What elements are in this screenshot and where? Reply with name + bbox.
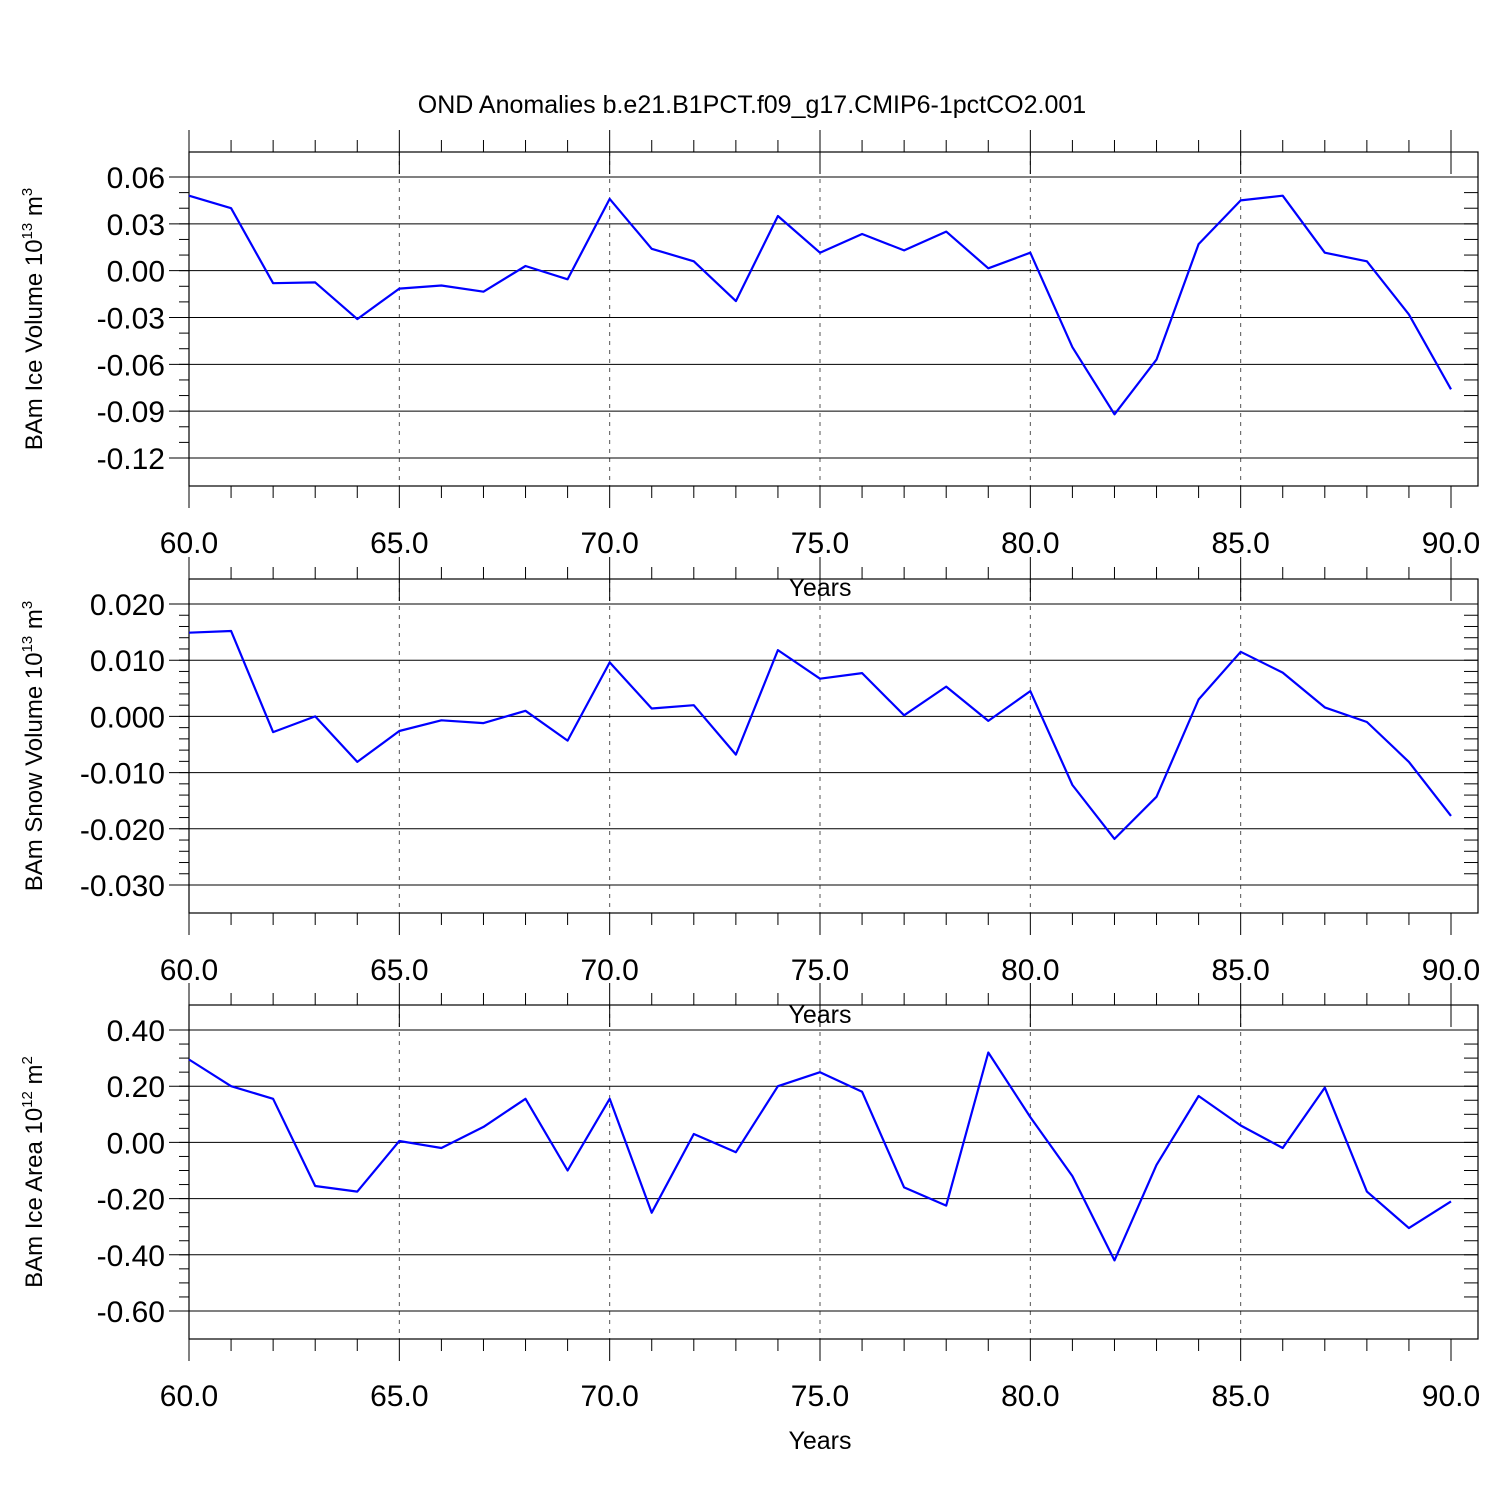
x-tick-label: 85.0 [1211, 1380, 1269, 1413]
y-tick-label: -0.030 [80, 870, 165, 903]
x-tick-label: 70.0 [580, 527, 638, 560]
y-tick-label: 0.40 [107, 1015, 165, 1048]
y-axis-label-unit: m [21, 609, 48, 636]
x-tick-label: 90.0 [1422, 1380, 1480, 1413]
y-axis-label-unit-exponent: 3 [19, 601, 36, 609]
x-tick-label: 65.0 [370, 954, 428, 987]
y-tick-label: -0.12 [97, 443, 165, 476]
y-tick-label: 0.010 [90, 645, 165, 678]
y-axis-label-text: BAm Ice Area 10 [21, 1108, 48, 1288]
y-tick-label: -0.40 [97, 1240, 165, 1273]
x-tick-label: 75.0 [791, 954, 849, 987]
y-axis-label-exponent: 13 [19, 223, 36, 240]
x-tick-label: 85.0 [1211, 527, 1269, 560]
y-tick-label: -0.010 [80, 758, 165, 791]
x-tick-label: 85.0 [1211, 954, 1269, 987]
y-axis-label-text: BAm Snow Volume 10 [21, 652, 48, 891]
y-axis-label-unit: m [21, 196, 48, 223]
x-axis-label: Years [788, 1427, 851, 1455]
x-tick-label: 70.0 [580, 1380, 638, 1413]
y-tick-label: -0.020 [80, 814, 165, 847]
y-tick-label: -0.06 [97, 349, 165, 382]
y-tick-label: -0.60 [97, 1296, 165, 1329]
x-tick-label: 80.0 [1001, 1380, 1059, 1413]
y-tick-label: 0.00 [107, 256, 165, 289]
x-tick-label: 90.0 [1422, 527, 1480, 560]
plot-frame [189, 1005, 1478, 1339]
y-axis-label-exponent: 12 [19, 1091, 36, 1108]
x-tick-label: 90.0 [1422, 954, 1480, 987]
y-axis-label-unit: m [21, 1064, 48, 1091]
y-tick-label: 0.03 [107, 209, 165, 242]
y-tick-label: -0.03 [97, 303, 165, 336]
y-axis-label: BAm Ice Volume 1013 m3 [19, 188, 48, 450]
x-tick-label: 60.0 [160, 1380, 218, 1413]
x-tick-label: 70.0 [580, 954, 638, 987]
y-axis-label-exponent: 13 [19, 636, 36, 653]
x-tick-label: 60.0 [160, 527, 218, 560]
y-tick-label: 0.20 [107, 1071, 165, 1104]
panel-1: -0.12 -0.09 -0.06 -0.03 0.00 0.03 0.06 60.0 65.0… [19, 130, 1480, 602]
y-tick-label: 0.000 [90, 701, 165, 734]
y-tick-label: 0.00 [107, 1127, 165, 1160]
series-line [189, 1053, 1451, 1261]
y-tick-label: 0.020 [90, 589, 165, 622]
x-tick-label: 60.0 [160, 954, 218, 987]
y-axis-label-text: BAm Ice Volume 10 [21, 239, 48, 450]
x-tick-label: 80.0 [1001, 527, 1059, 560]
y-axis-label-unit-exponent: 3 [19, 188, 36, 196]
y-axis-label: BAm Ice Area 1012 m2 [19, 1056, 48, 1288]
x-tick-label: 80.0 [1001, 954, 1059, 987]
plot-frame [189, 152, 1478, 486]
x-tick-label: 75.0 [791, 527, 849, 560]
y-tick-label: 0.06 [107, 162, 165, 195]
x-tick-label: 65.0 [370, 527, 428, 560]
x-tick-label: 65.0 [370, 1380, 428, 1413]
panel-2: -0.030 -0.020 -0.010 0.000 0.010 0.020 60.0 65.… [19, 557, 1480, 1029]
y-axis-label: BAm Snow Volume 1013 m3 [19, 601, 48, 892]
y-axis-label-unit-exponent: 2 [19, 1056, 36, 1064]
panel-3: -0.60 -0.40 -0.20 0.00 0.20 0.40 60.0 65.0 70.0 7… [19, 983, 1480, 1455]
plot-frame [189, 579, 1478, 913]
y-tick-label: -0.20 [97, 1184, 165, 1217]
x-tick-label: 75.0 [791, 1380, 849, 1413]
y-tick-label: -0.09 [97, 396, 165, 429]
chart-title: OND Anomalies b.e21.B1PCT.f09_g17.CMIP6-… [418, 91, 1086, 119]
